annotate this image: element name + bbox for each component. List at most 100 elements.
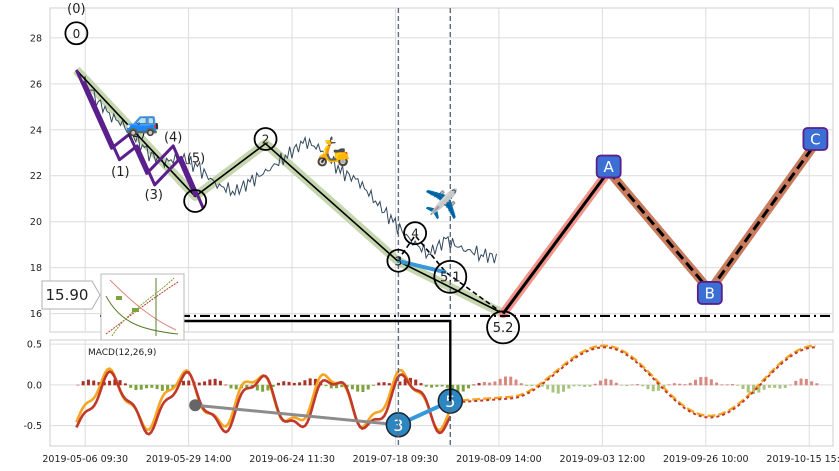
histogram-bar bbox=[551, 384, 555, 393]
histogram-bar bbox=[783, 384, 787, 389]
histogram-bar bbox=[155, 384, 159, 390]
wave-box bbox=[696, 281, 723, 305]
histogram-bar bbox=[197, 382, 201, 386]
histogram-bar bbox=[287, 381, 291, 386]
histogram-bar bbox=[477, 383, 481, 386]
x-tick-label: 2019-08-09 14:00 bbox=[456, 454, 542, 465]
histogram-bar bbox=[746, 384, 750, 393]
histogram-bar bbox=[335, 384, 339, 389]
histogram-bar bbox=[171, 384, 175, 389]
histogram-bar bbox=[472, 384, 476, 386]
histogram-bar bbox=[123, 383, 127, 386]
histogram-bar bbox=[657, 384, 661, 391]
histogram-bar bbox=[313, 378, 317, 386]
histogram-bar bbox=[488, 382, 492, 386]
histogram-bar bbox=[387, 383, 391, 386]
histogram-bar bbox=[794, 380, 798, 386]
histogram-bar bbox=[255, 384, 259, 391]
signal-line bbox=[75, 370, 452, 436]
wave-label: (5) bbox=[187, 151, 205, 166]
histogram-bar bbox=[572, 384, 576, 387]
wave-box-label: B bbox=[705, 284, 715, 302]
wave-label: 0 bbox=[73, 27, 81, 41]
histogram-bar bbox=[778, 384, 782, 389]
histogram-bar bbox=[76, 384, 80, 386]
histogram-bar bbox=[92, 380, 96, 386]
divergence-point bbox=[189, 399, 202, 412]
histogram-bar bbox=[308, 378, 312, 386]
histogram-bar bbox=[187, 380, 191, 386]
histogram-bar bbox=[435, 384, 439, 387]
wave-label: 3 bbox=[395, 254, 403, 268]
histogram-bar bbox=[641, 384, 645, 387]
histogram-bar bbox=[588, 384, 592, 387]
wave-label-circle bbox=[486, 310, 520, 345]
histogram-bar bbox=[118, 380, 122, 386]
histogram-bar bbox=[430, 384, 434, 388]
histogram-bar bbox=[709, 379, 713, 386]
axis-ticks: 2019-05-06 09:30 2019-05-29 14:00 2019-06-… bbox=[23, 33, 839, 465]
connector-line bbox=[184, 319, 452, 402]
histogram-bar bbox=[598, 380, 602, 386]
histogram-bar bbox=[81, 381, 85, 386]
wave-label-circle bbox=[386, 248, 411, 273]
macd-thumbnail: MACD(12,26,9) bbox=[88, 273, 185, 358]
airplane-icon: ✈️ bbox=[424, 186, 459, 220]
histogram-bar bbox=[540, 384, 544, 387]
histogram-bar bbox=[767, 384, 771, 388]
histogram-bar bbox=[266, 384, 270, 391]
histogram-bar bbox=[562, 384, 566, 392]
price-line bbox=[76, 69, 497, 264]
histogram-bar bbox=[408, 377, 412, 386]
histogram-bar bbox=[514, 379, 518, 386]
histogram-bar bbox=[102, 382, 106, 386]
histogram-bar bbox=[725, 384, 729, 386]
histogram-bar bbox=[509, 376, 513, 386]
histogram-bar bbox=[86, 379, 90, 386]
histogram-bar bbox=[361, 384, 365, 392]
histogram-bar bbox=[303, 380, 307, 386]
histogram-bar bbox=[139, 384, 143, 390]
current-price-label: 15.90 bbox=[46, 286, 89, 304]
wave-label: (4) bbox=[164, 131, 182, 146]
wave-label: 5.2 bbox=[493, 321, 514, 336]
histogram-bar bbox=[715, 382, 719, 386]
histogram-bar bbox=[456, 384, 460, 393]
histogram-bar bbox=[546, 384, 550, 390]
histogram-bar bbox=[651, 384, 655, 392]
y-tick-label: 16 bbox=[30, 309, 42, 320]
histogram-bar bbox=[482, 381, 486, 386]
histogram-bar bbox=[108, 380, 112, 386]
histogram-bar bbox=[113, 379, 117, 386]
histogram-bar bbox=[340, 384, 344, 388]
macd-label: MACD(12,26,9) bbox=[88, 348, 156, 358]
histogram-bar bbox=[556, 384, 560, 394]
x-tick-label: 2019-06-24 11:30 bbox=[249, 454, 335, 465]
histogram-bar bbox=[419, 383, 423, 386]
histogram-bar bbox=[635, 384, 639, 386]
histogram-bar bbox=[445, 384, 449, 388]
histogram-bar bbox=[424, 384, 428, 387]
histogram-bar bbox=[292, 382, 296, 386]
histogram-bar bbox=[298, 382, 302, 386]
histogram-bar bbox=[630, 384, 634, 386]
wave-blue-line bbox=[397, 258, 447, 275]
histogram-bar bbox=[667, 384, 671, 386]
wave-label: (0) bbox=[67, 2, 85, 17]
macd-forecast-line bbox=[450, 344, 816, 417]
histogram-bar bbox=[609, 379, 613, 386]
wave-c-line bbox=[396, 234, 504, 315]
histogram-bar bbox=[688, 382, 692, 386]
histogram-bar bbox=[519, 383, 523, 386]
histogram-bar bbox=[356, 384, 360, 392]
wave-box bbox=[595, 154, 622, 179]
histogram-bar bbox=[371, 384, 375, 386]
histogram-bar bbox=[752, 384, 756, 394]
x-tick-label: 2019-05-29 14:00 bbox=[146, 454, 232, 465]
histogram-bar bbox=[229, 384, 233, 389]
histogram-bar bbox=[414, 379, 418, 386]
histogram-bar bbox=[646, 384, 650, 390]
wave-label-circle bbox=[183, 189, 208, 213]
x-tick-label: 2019-10-15 15:00 bbox=[766, 454, 839, 465]
forecast-line bbox=[501, 170, 610, 315]
